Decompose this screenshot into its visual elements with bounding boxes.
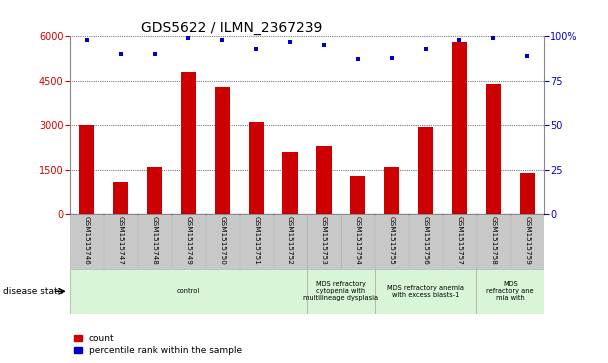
Point — [421, 46, 430, 52]
Text: GSM1515753: GSM1515753 — [321, 216, 327, 265]
Text: control: control — [177, 288, 200, 294]
FancyBboxPatch shape — [511, 214, 544, 269]
Point — [150, 51, 159, 57]
Text: GSM1515757: GSM1515757 — [457, 216, 463, 265]
Text: GSM1515756: GSM1515756 — [423, 216, 429, 265]
Bar — [384, 167, 399, 214]
Bar — [181, 72, 196, 214]
FancyBboxPatch shape — [308, 214, 340, 269]
FancyBboxPatch shape — [375, 214, 409, 269]
Text: GSM1515754: GSM1515754 — [355, 216, 361, 265]
Text: GSM1515746: GSM1515746 — [84, 216, 90, 265]
Text: GSM1515755: GSM1515755 — [389, 216, 395, 265]
FancyBboxPatch shape — [240, 214, 273, 269]
Point — [488, 35, 498, 41]
FancyBboxPatch shape — [477, 269, 544, 314]
Point — [82, 37, 92, 43]
Text: MDS refractory anemia
with excess blasts-1: MDS refractory anemia with excess blasts… — [387, 285, 464, 298]
Text: MDS refractory
cytopenia with
multilineage dysplasia: MDS refractory cytopenia with multilinea… — [303, 281, 378, 301]
Text: disease state: disease state — [3, 287, 63, 296]
Text: GSM1515747: GSM1515747 — [118, 216, 124, 265]
Text: GSM1515752: GSM1515752 — [287, 216, 293, 265]
Text: GSM1515751: GSM1515751 — [253, 216, 259, 265]
Text: GSM1515758: GSM1515758 — [490, 216, 496, 265]
Point — [319, 42, 329, 48]
Point — [353, 57, 363, 62]
Point — [218, 37, 227, 43]
Point — [251, 46, 261, 52]
Point — [387, 55, 396, 61]
Bar — [418, 127, 434, 214]
Text: MDS
refractory ane
mia with: MDS refractory ane mia with — [486, 281, 534, 301]
Point — [116, 51, 126, 57]
Bar — [283, 152, 298, 214]
FancyBboxPatch shape — [172, 214, 205, 269]
Bar — [452, 42, 467, 214]
FancyBboxPatch shape — [409, 214, 442, 269]
FancyBboxPatch shape — [375, 269, 477, 314]
FancyBboxPatch shape — [274, 214, 306, 269]
Bar — [486, 84, 501, 214]
FancyBboxPatch shape — [138, 214, 171, 269]
Point — [285, 39, 295, 45]
Bar — [215, 87, 230, 214]
Bar — [113, 182, 128, 214]
FancyBboxPatch shape — [307, 269, 375, 314]
Legend: count, percentile rank within the sample: count, percentile rank within the sample — [74, 334, 242, 355]
Point — [522, 53, 532, 59]
Text: GSM1515749: GSM1515749 — [185, 216, 192, 265]
Point — [184, 35, 193, 41]
Text: GSM1515750: GSM1515750 — [219, 216, 226, 265]
Bar — [249, 122, 264, 214]
FancyBboxPatch shape — [206, 214, 239, 269]
FancyBboxPatch shape — [104, 214, 137, 269]
Text: GSM1515748: GSM1515748 — [151, 216, 157, 265]
Text: GSM1515759: GSM1515759 — [524, 216, 530, 265]
FancyBboxPatch shape — [71, 214, 103, 269]
Bar — [520, 173, 535, 214]
FancyBboxPatch shape — [70, 269, 307, 314]
Bar — [316, 146, 331, 214]
Bar — [350, 176, 365, 214]
FancyBboxPatch shape — [443, 214, 476, 269]
FancyBboxPatch shape — [341, 214, 375, 269]
FancyBboxPatch shape — [477, 214, 510, 269]
Text: GDS5622 / ILMN_2367239: GDS5622 / ILMN_2367239 — [141, 21, 322, 35]
Bar — [147, 167, 162, 214]
Point — [455, 37, 465, 43]
Bar — [79, 125, 94, 214]
